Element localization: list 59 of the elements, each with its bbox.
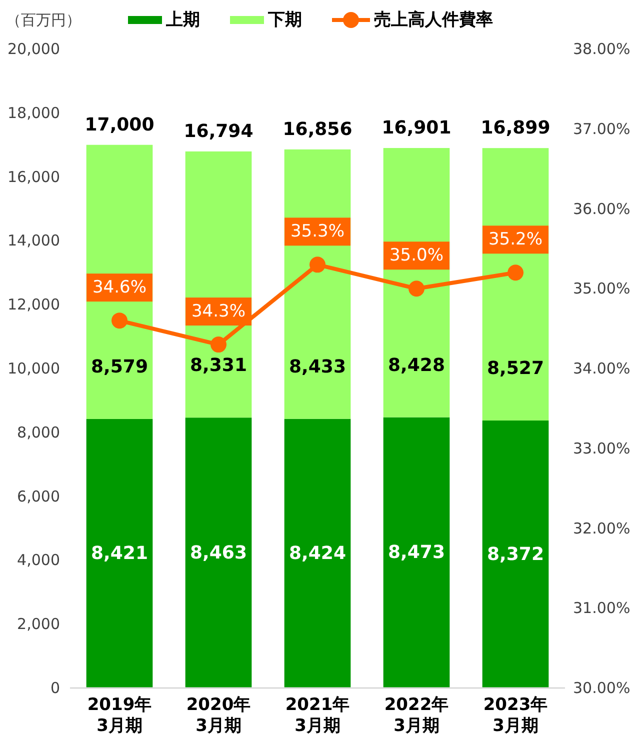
y2-tick-label: 32.00%	[573, 519, 630, 538]
legend-label: 上期	[165, 10, 200, 30]
x-tick-label: 2022年 3月期	[384, 695, 449, 736]
y-tick-label: 12,000	[8, 296, 60, 314]
point	[210, 336, 226, 353]
y-tick-label: 8,000	[17, 423, 60, 442]
data-label: 8,463	[190, 542, 247, 564]
data-label: 8,527	[487, 358, 544, 380]
y2-tick-label: 38.00%	[573, 40, 630, 58]
x-tick-label: 2020年 3月期	[186, 695, 251, 736]
y-tick-label: 2,000	[17, 615, 60, 634]
y2-tick-label: 30.00%	[573, 679, 630, 697]
data-label: 35.0%	[389, 246, 444, 266]
y2-tick-label: 35.00%	[573, 280, 630, 298]
y2-tick-label: 36.00%	[573, 200, 630, 218]
x-tick-label: 2021年 3月期	[285, 695, 350, 736]
data-label: 8,428	[388, 354, 445, 376]
total-label: 17,000	[84, 114, 154, 136]
y-tick-label: 18,000	[8, 104, 60, 122]
data-label: 8,421	[91, 542, 148, 564]
y-tick-label: 20,000	[8, 40, 60, 58]
data-label: 8,433	[289, 356, 346, 378]
y2-tick-label: 37.00%	[573, 120, 630, 138]
y-axis-title: （百万円）	[6, 11, 81, 29]
y-tick-label: 10,000	[8, 360, 60, 378]
y2-tick-label: 33.00%	[573, 439, 630, 458]
legend-label: 売上高人件費率	[374, 10, 493, 30]
point	[310, 256, 326, 273]
total-label: 16,794	[184, 120, 254, 142]
data-label: 8,331	[190, 355, 247, 376]
total-label: 16,899	[480, 118, 550, 139]
bar	[185, 418, 252, 688]
data-label: 8,473	[388, 542, 445, 564]
y-tick-label: 16,000	[8, 168, 60, 186]
bar	[284, 418, 351, 688]
y2-tick-label: 31.00%	[573, 599, 630, 618]
data-label: 35.3%	[290, 222, 345, 242]
y-tick-label: 0	[50, 679, 60, 697]
data-label: 8,372	[487, 544, 544, 565]
x-tick-label: 2019年 3月期	[87, 695, 152, 736]
bar	[383, 417, 450, 688]
point	[508, 264, 524, 281]
data-label: 35.2%	[488, 230, 543, 250]
y2-tick-label: 34.00%	[573, 360, 630, 378]
x-tick-label: 2023年 3月期	[483, 695, 548, 736]
total-label: 16,856	[282, 118, 352, 140]
data-label: 34.3%	[191, 302, 246, 322]
y-tick-label: 6,000	[17, 487, 60, 506]
data-label: 34.6%	[92, 278, 147, 298]
y-tick-label: 14,000	[8, 232, 60, 250]
point	[408, 280, 424, 297]
bar	[86, 418, 153, 688]
total-label: 16,901	[382, 118, 452, 139]
legend-label: 下期	[267, 10, 302, 30]
data-label: 8,424	[289, 542, 346, 564]
y-tick-label: 4,000	[17, 551, 60, 570]
bar	[482, 420, 549, 688]
point	[112, 312, 128, 329]
data-label: 8,579	[91, 356, 148, 378]
